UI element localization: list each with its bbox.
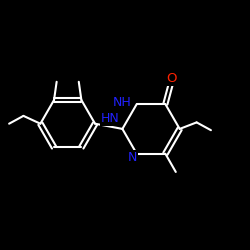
Text: N: N — [128, 151, 138, 164]
Text: NH: NH — [113, 96, 132, 108]
Text: HN: HN — [101, 112, 119, 125]
Text: O: O — [166, 72, 177, 85]
